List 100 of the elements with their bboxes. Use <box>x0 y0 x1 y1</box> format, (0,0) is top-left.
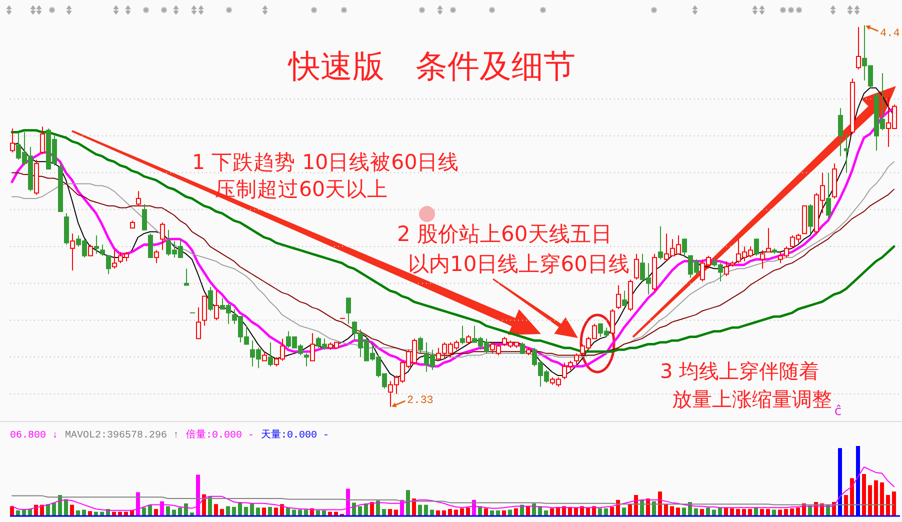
bar <box>70 504 74 516</box>
candlestick <box>526 347 531 356</box>
bar <box>658 492 662 516</box>
candlestick <box>202 296 207 326</box>
bar <box>844 495 848 516</box>
candlestick <box>268 342 273 367</box>
candlestick <box>136 190 141 206</box>
candlestick <box>832 162 837 200</box>
bar <box>220 509 224 516</box>
bar <box>10 506 14 516</box>
bar <box>730 508 734 516</box>
bar <box>760 509 764 516</box>
candlestick <box>100 244 105 256</box>
bar <box>724 508 728 516</box>
bar <box>226 506 230 516</box>
bar <box>292 510 296 516</box>
bar <box>766 509 770 516</box>
candlestick <box>160 222 165 251</box>
bar <box>454 510 458 516</box>
bar <box>244 506 248 516</box>
bar <box>784 509 788 516</box>
bar <box>706 508 710 516</box>
candlestick <box>766 228 771 253</box>
bar <box>712 510 716 516</box>
bar <box>796 508 800 516</box>
bar <box>586 508 590 516</box>
candlestick <box>730 260 735 268</box>
candlestick <box>148 233 153 258</box>
candlestick <box>10 128 15 153</box>
bar <box>622 508 626 516</box>
candlestick <box>520 342 525 354</box>
candlestick <box>58 162 63 212</box>
bar <box>790 508 794 516</box>
candlestick <box>262 351 267 362</box>
bar <box>286 508 290 516</box>
candlestick <box>94 234 99 254</box>
bar <box>754 508 758 516</box>
candlestick <box>184 268 189 286</box>
candlestick <box>724 260 729 276</box>
candlestick <box>628 279 633 312</box>
bar <box>892 492 896 516</box>
bar <box>862 474 866 516</box>
candlestick <box>682 238 687 258</box>
bar <box>772 510 776 516</box>
bar <box>700 509 704 516</box>
bar <box>274 508 278 516</box>
bar <box>388 509 392 516</box>
candlestick <box>460 325 465 345</box>
annotation: 3 均线上穿伴随着放量上涨缩量调整 <box>660 359 832 411</box>
bar <box>166 506 170 516</box>
candlestick <box>658 226 663 260</box>
candlestick <box>634 253 639 280</box>
annotation: 4.4 <box>880 28 900 40</box>
candlestick <box>70 233 75 271</box>
bar <box>460 508 464 516</box>
bar <box>214 504 218 516</box>
candlestick <box>802 205 807 234</box>
candlestick <box>112 250 117 270</box>
bar <box>358 506 362 516</box>
bar <box>82 510 86 516</box>
candlestick <box>130 220 135 229</box>
candlestick <box>88 244 93 256</box>
candlestick <box>418 336 423 354</box>
bar <box>376 500 380 516</box>
candlestick <box>310 332 315 362</box>
text: MAVOL2:396578.296 ↑ <box>65 430 180 442</box>
candlestick <box>856 26 861 70</box>
bar <box>430 510 434 516</box>
candlestick <box>652 253 657 292</box>
candlestick <box>466 334 471 345</box>
bar <box>352 502 356 516</box>
candlestick <box>196 306 201 340</box>
bar <box>250 503 254 516</box>
bar <box>232 506 236 516</box>
bar <box>256 508 260 516</box>
bar <box>304 510 308 516</box>
bar <box>610 506 614 516</box>
bar <box>466 508 470 516</box>
bar <box>52 502 56 516</box>
bar <box>736 509 740 516</box>
bar <box>178 508 182 516</box>
bar <box>868 485 872 516</box>
bar <box>268 506 272 516</box>
candlestick <box>850 78 855 134</box>
candlestick <box>154 250 159 264</box>
candlestick <box>844 133 849 174</box>
candlestick <box>574 352 579 365</box>
bar <box>574 508 578 516</box>
bar <box>886 495 890 516</box>
bar <box>628 504 632 516</box>
bar <box>418 504 422 516</box>
bar <box>718 508 722 516</box>
bar <box>394 510 398 516</box>
bar <box>850 478 854 516</box>
candlestick <box>610 308 615 336</box>
candlestick <box>826 172 831 220</box>
candlestick <box>214 290 219 321</box>
text: 天量:0.000 - <box>261 430 330 442</box>
bar <box>676 508 680 516</box>
bar <box>154 509 158 516</box>
